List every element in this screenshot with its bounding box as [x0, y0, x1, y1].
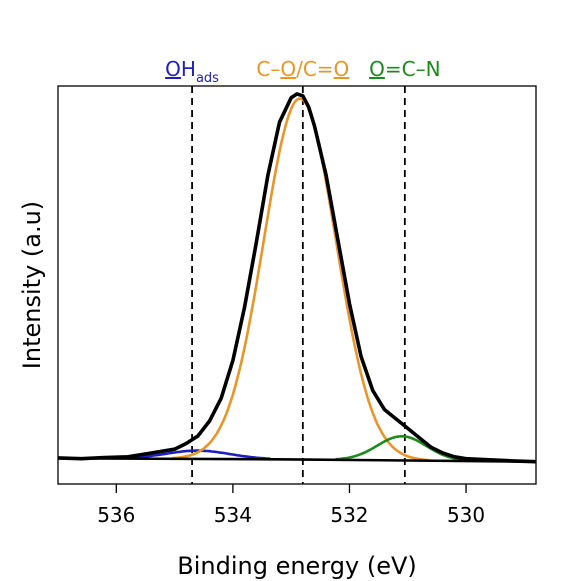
annotation-co: C–O/C=O [256, 57, 349, 81]
plot-frame [57, 85, 537, 485]
x-tick-label: 532 [330, 503, 368, 527]
series-envelope-line [58, 92, 536, 464]
baseline-curve [58, 457, 536, 463]
annotation-oh: OHads [165, 57, 219, 86]
annotation-underlined-atom: O [369, 57, 385, 81]
annotation-part: O [280, 57, 296, 81]
annotation-underlined-atom: O [165, 57, 181, 81]
component-oh-curve [125, 449, 271, 460]
y-axis-label: Intensity (a.u) [18, 201, 46, 369]
plot-area [58, 86, 536, 484]
annotation-part: /C= [296, 57, 333, 81]
component-ocn-curve [335, 434, 469, 462]
annotation-subscript: ads [196, 71, 219, 86]
annotation-ocn: O=C–N [369, 57, 440, 81]
x-tick-label: 536 [97, 503, 135, 527]
x-tick-label: 534 [214, 503, 252, 527]
curves [58, 92, 536, 464]
x-tick-label: 530 [447, 503, 485, 527]
annotation-part: O [334, 57, 350, 81]
reference-lines [191, 86, 406, 484]
annotation-rest: H [181, 57, 196, 81]
component-co-curve [172, 97, 429, 462]
annotation-rest: =C–N [385, 57, 441, 81]
x-axis-ticks: 536 534 532 530 [97, 484, 485, 527]
x-axis-label: Binding energy (eV) [177, 552, 416, 580]
annotation-part: C– [256, 57, 280, 81]
peak-annotations: OHads C–O/C=O O=C–N [165, 57, 440, 86]
